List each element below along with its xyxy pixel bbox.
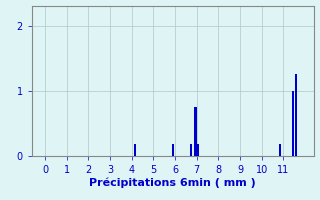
Bar <box>195 107 196 156</box>
Bar <box>292 91 294 156</box>
Bar <box>279 144 281 156</box>
Bar <box>172 144 174 156</box>
Bar <box>295 74 297 156</box>
Bar <box>196 144 199 156</box>
X-axis label: Précipitations 6min ( mm ): Précipitations 6min ( mm ) <box>89 178 256 188</box>
Bar <box>134 144 136 156</box>
Bar <box>190 144 192 156</box>
